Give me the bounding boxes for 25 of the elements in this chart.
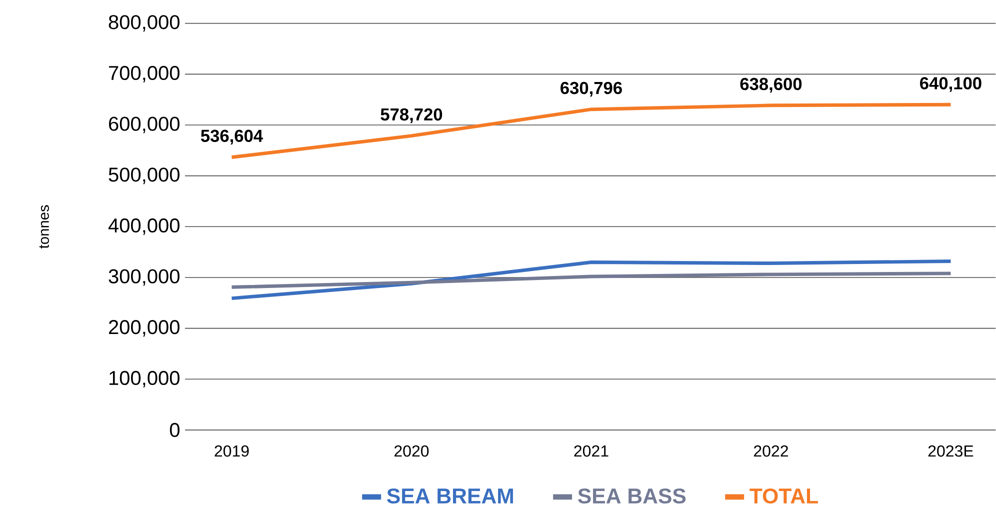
- y-axis-title: tonnes: [39, 205, 49, 248]
- y-tick-label: 0: [170, 422, 180, 438]
- y-tick-label: 600,000: [109, 116, 180, 134]
- y-tick-label: 300,000: [108, 269, 180, 286]
- line-series: [230, 259, 952, 300]
- data-label: 640,100: [920, 77, 982, 92]
- x-tick-label: 2020: [394, 445, 429, 457]
- y-tick-label: 700,000: [109, 66, 180, 82]
- legend-label: SEA BREAM: [387, 488, 513, 504]
- x-tick-label: 2023E: [928, 445, 974, 457]
- legend-label: SEA BASS: [578, 488, 686, 504]
- legend-label: TOTAL: [750, 488, 818, 504]
- y-tick-label: 200,000: [109, 320, 180, 337]
- x-tick-label: 2021: [574, 445, 608, 457]
- y-tick-label: 500,000: [108, 168, 180, 184]
- data-label: 578,720: [380, 108, 442, 124]
- y-tick-label: 400,000: [108, 218, 180, 235]
- data-label: 630,796: [560, 82, 622, 97]
- y-tick-label: 800,000: [108, 15, 180, 32]
- x-tick-label: 2022: [754, 445, 788, 457]
- line-series: [230, 272, 952, 289]
- y-tick-label: 100,000: [110, 370, 180, 388]
- data-label: 638,600: [740, 78, 802, 93]
- x-tick-label: 2019: [214, 445, 249, 457]
- data-label: 536,604: [200, 130, 263, 145]
